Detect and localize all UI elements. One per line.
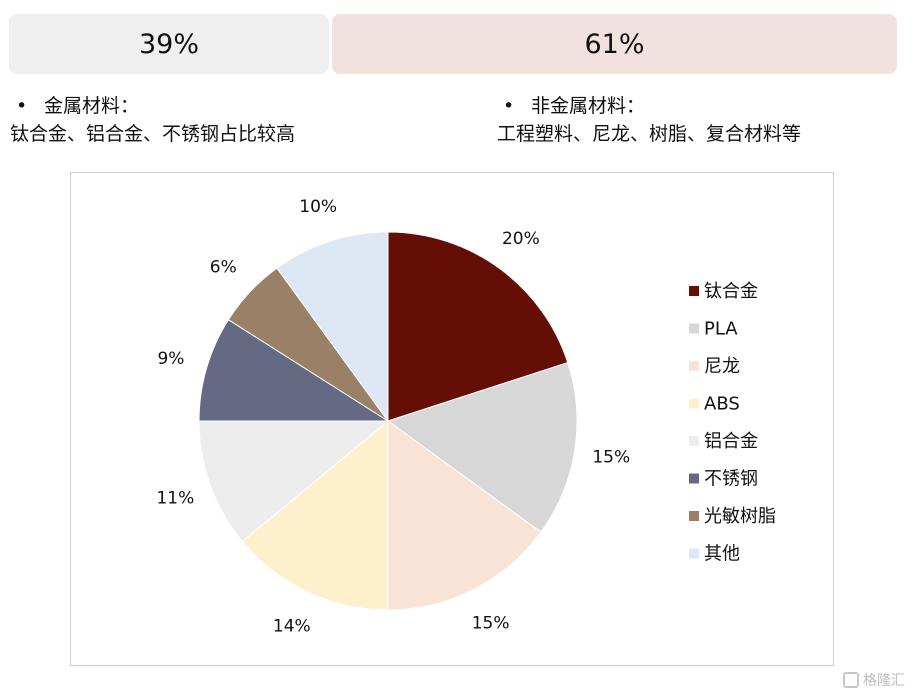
pie-slice-5 bbox=[198, 420, 390, 543]
legend-swatch bbox=[689, 398, 699, 409]
pie-slice-8 bbox=[276, 231, 389, 423]
legend-swatch bbox=[689, 323, 699, 334]
slice-percent-label: 15% bbox=[472, 613, 510, 633]
legend-label: ABS bbox=[704, 394, 740, 415]
metal-note-body: 钛合金、铝合金、不锈钢占比较高 bbox=[10, 123, 296, 145]
bullet-icon: • bbox=[16, 95, 28, 117]
legend-label: 光敏树脂 bbox=[704, 506, 776, 527]
pie-slice-4 bbox=[241, 419, 389, 611]
slice-percent-label: 20% bbox=[502, 229, 540, 249]
legend-label: 钛合金 bbox=[704, 281, 758, 302]
pie-chart: 20% 15% 15% 14% 11% 9% 6% 10% 钛合金 PLA 尼龙 ABS 铝合金不锈钢… bbox=[156, 197, 776, 636]
pie-chart-frame: 20% 15% 15% 14% 11% 9% 6% 10% 钛合金 PLA 尼龙 ABS 铝合金不锈钢… bbox=[70, 172, 834, 666]
slice-percent-label: 10% bbox=[299, 197, 337, 217]
slice-percent-label: 14% bbox=[273, 616, 311, 636]
legend-swatch bbox=[689, 286, 699, 296]
legend-swatch bbox=[689, 361, 699, 371]
legend-swatch bbox=[689, 473, 699, 484]
pie-slice-2 bbox=[386, 361, 578, 533]
bullet-icon: • bbox=[503, 95, 515, 117]
slice-percent-label: 11% bbox=[156, 489, 194, 509]
legend-label: 铝合金 bbox=[704, 431, 758, 452]
legend-label: 其他 bbox=[704, 544, 740, 565]
legend-label: PLA bbox=[704, 319, 738, 340]
slice-percent-label: 15% bbox=[592, 447, 630, 467]
watermark-logo-icon bbox=[843, 672, 859, 688]
pie-slice-1 bbox=[387, 231, 569, 422]
watermark: 格隆汇 bbox=[843, 670, 905, 690]
nonmetal-share-bar: 61% bbox=[332, 14, 897, 74]
legend-label: 尼龙 bbox=[704, 356, 740, 377]
nonmetal-note: • 非金属材料： 工程塑料、尼龙、树脂、复合材料等 bbox=[497, 92, 801, 148]
metal-note-title: 金属材料： bbox=[44, 95, 140, 117]
slice-percent-label: 6% bbox=[210, 257, 237, 277]
pie-slice-6 bbox=[198, 319, 390, 422]
slice-percent-label: 9% bbox=[157, 349, 184, 369]
nonmetal-note-body: 工程塑料、尼龙、树脂、复合材料等 bbox=[497, 123, 802, 145]
metal-note: • 金属材料： 钛合金、铝合金、不锈钢占比较高 bbox=[10, 92, 295, 148]
nonmetal-share-value: 61% bbox=[584, 28, 645, 60]
metal-share-value: 39% bbox=[138, 28, 199, 60]
legend-swatch bbox=[689, 548, 699, 559]
legend-swatch bbox=[689, 436, 699, 446]
pie-slice-3 bbox=[387, 420, 542, 611]
legend-swatch bbox=[689, 511, 699, 521]
nonmetal-note-title: 非金属材料： bbox=[531, 95, 646, 117]
legend-label: 不锈钢 bbox=[704, 469, 758, 490]
metal-share-bar: 39% bbox=[9, 14, 329, 74]
watermark-text: 格隆汇 bbox=[863, 673, 905, 689]
